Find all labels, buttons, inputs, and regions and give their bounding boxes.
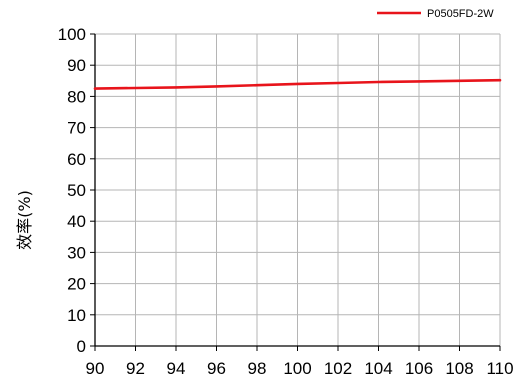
x-tick-label: 100	[283, 359, 311, 378]
series-layer	[93, 78, 502, 90]
y-tick-labels: 0 10 20 30 40 50 60 70 80 90 100	[58, 25, 86, 356]
x-tick-label: 90	[86, 359, 105, 378]
y-tick-label: 80	[67, 87, 86, 106]
y-tick-label: 90	[67, 56, 86, 75]
y-tick-label: 50	[67, 181, 86, 200]
axes	[90, 33, 501, 351]
y-tick-label: 20	[67, 275, 86, 294]
x-tick-labels: 90 92 94 96 98 100 102 104 106 108 110	[86, 359, 514, 378]
y-axis-label: 效率(%)	[15, 190, 34, 250]
legend: P0505FD-2W	[377, 8, 494, 20]
y-tick-label: 30	[67, 243, 86, 262]
y-tick-label: 60	[67, 150, 86, 169]
x-tick-label: 104	[364, 359, 392, 378]
y-tick-label: 100	[58, 25, 86, 44]
x-tick-label: 102	[324, 359, 352, 378]
x-tick-label: 108	[445, 359, 473, 378]
x-tick-label: 98	[248, 359, 267, 378]
x-tick-label: 94	[167, 359, 186, 378]
y-tick-label: 40	[67, 212, 86, 231]
grid	[95, 33, 501, 346]
y-tick-label: 0	[77, 337, 86, 356]
x-tick-label: 92	[126, 359, 145, 378]
x-tick-label: 106	[405, 359, 433, 378]
y-tick-label: 70	[67, 119, 86, 138]
x-tick-label: 96	[207, 359, 226, 378]
y-tick-label: 10	[67, 306, 86, 325]
x-tick-label: 110	[486, 359, 513, 378]
series-line	[93, 78, 502, 90]
legend-label: P0505FD-2W	[427, 8, 494, 20]
